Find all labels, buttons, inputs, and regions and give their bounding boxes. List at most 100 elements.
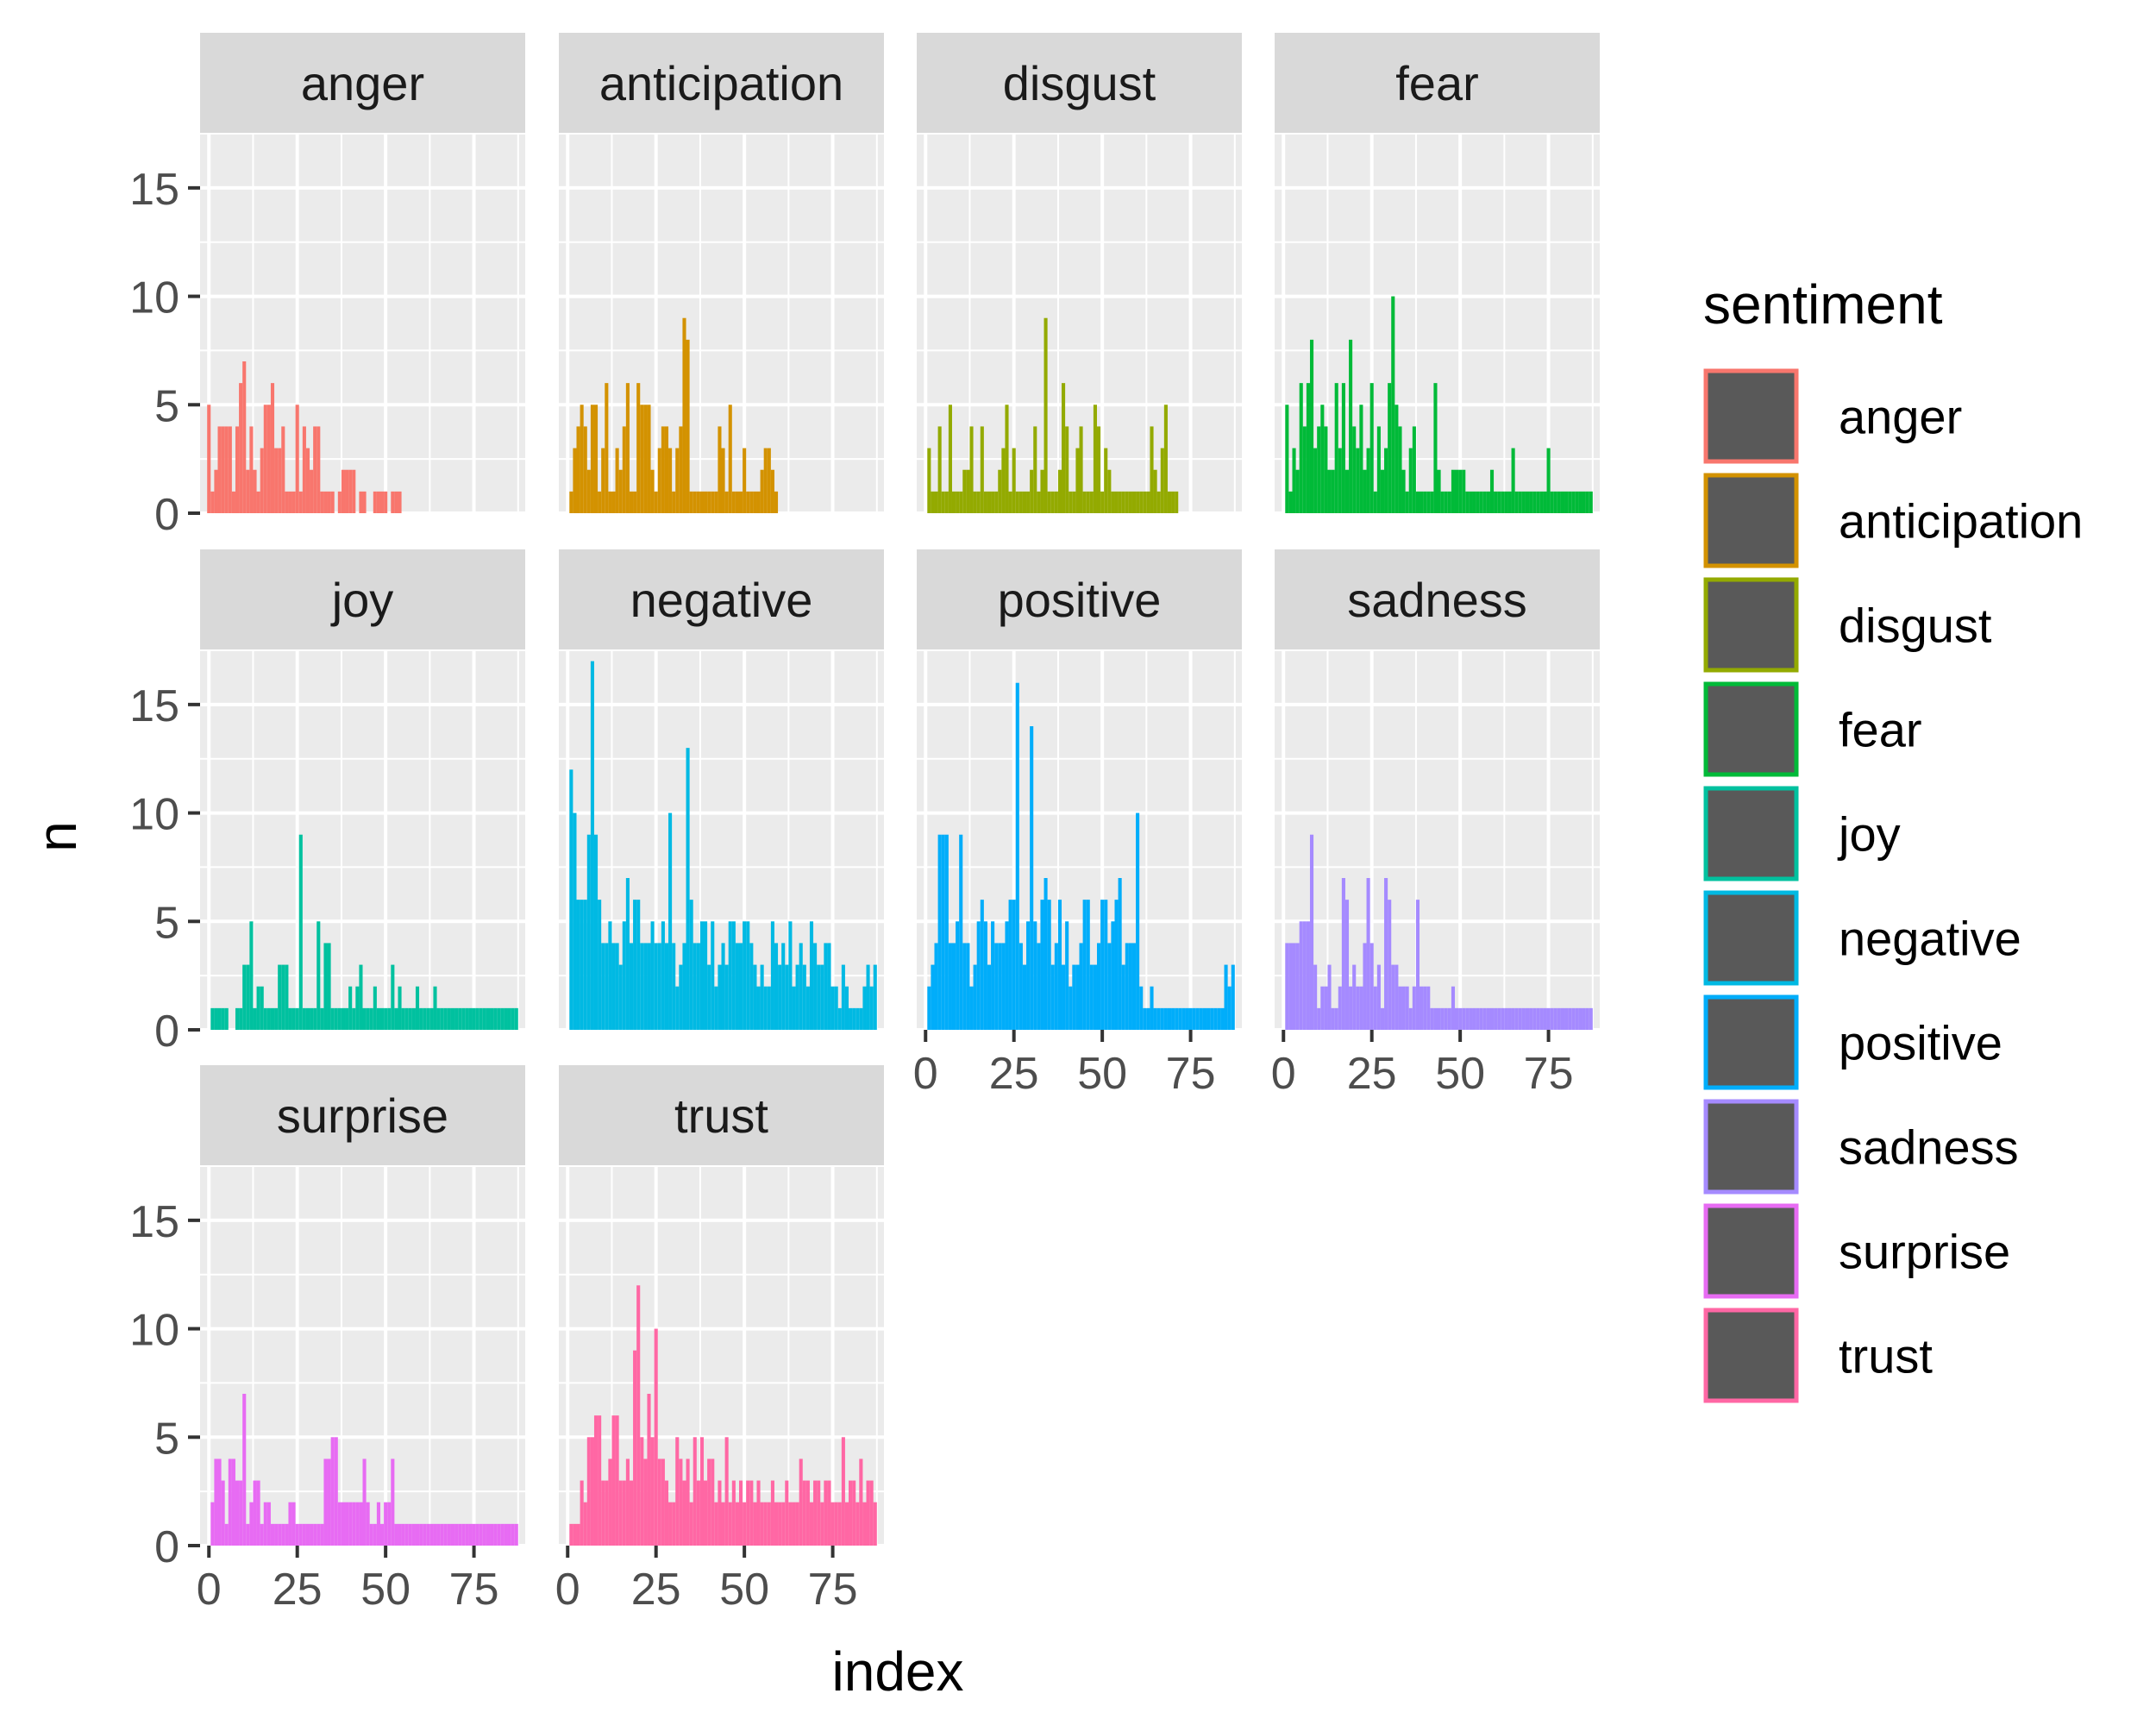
bar-positive [1231, 964, 1235, 1030]
bar-disgust [976, 491, 981, 513]
bar-positive [956, 921, 960, 1030]
bar-negative [608, 921, 612, 1030]
bar-positive [1044, 878, 1048, 1030]
strip-label-sadness: sadness [1347, 573, 1527, 627]
bar-anticipation [573, 448, 577, 513]
bar-trust [611, 1415, 616, 1546]
bar-negative [675, 986, 680, 1030]
bar-positive [1062, 964, 1066, 1030]
bar-disgust [1001, 448, 1006, 513]
bar-positive [1118, 878, 1122, 1030]
bar-fear [1320, 405, 1325, 513]
bar-negative [795, 964, 799, 1030]
bar-fear [1299, 383, 1303, 513]
x-tick-label: 50 [719, 1565, 769, 1615]
bar-sadness [1447, 1007, 1451, 1030]
bar-fear [1444, 491, 1448, 513]
bar-trust [844, 1502, 849, 1546]
bar-trust [760, 1502, 764, 1546]
bar-sadness [1309, 834, 1314, 1030]
bar-joy [433, 986, 437, 1030]
bar-fear [1458, 469, 1463, 513]
bar-disgust [1150, 426, 1154, 513]
bar-surprise [493, 1523, 498, 1546]
bar-surprise [224, 1523, 229, 1546]
bar-sadness [1395, 964, 1399, 1030]
bar-sadness [1465, 1007, 1470, 1030]
bar-trust [640, 1437, 644, 1546]
bar-sadness [1539, 1007, 1544, 1030]
bar-joy [249, 921, 254, 1030]
bar-negative [735, 943, 739, 1030]
bar-surprise [228, 1458, 232, 1546]
legend-label-joy: joy [1837, 807, 1901, 862]
bar-sadness [1420, 986, 1424, 1030]
bar-negative [686, 748, 690, 1030]
bar-negative [834, 986, 838, 1030]
bar-anger [291, 491, 296, 513]
bar-surprise [337, 1502, 342, 1546]
bar-trust [724, 1437, 729, 1546]
bar-fear [1511, 448, 1515, 513]
bar-disgust [1072, 491, 1076, 513]
bar-anticipation [615, 448, 619, 513]
bar-anger [305, 448, 310, 513]
bar-surprise [514, 1523, 518, 1546]
bar-fear [1440, 491, 1445, 513]
bar-joy [323, 943, 328, 1030]
bar-sadness [1550, 1007, 1554, 1030]
bar-negative [605, 943, 609, 1030]
bar-sadness [1338, 986, 1342, 1030]
bar-surprise [415, 1523, 420, 1546]
bar-sadness [1469, 1007, 1473, 1030]
bar-disgust [934, 491, 938, 513]
bar-negative [770, 921, 774, 1030]
bar-sadness [1380, 1007, 1385, 1030]
bar-joy [224, 1007, 229, 1030]
bar-anticipation [636, 383, 641, 513]
bar-joy [260, 986, 264, 1030]
bar-anger [373, 491, 377, 513]
bar-positive [1150, 986, 1154, 1030]
bar-anger [263, 405, 267, 513]
bar-surprise [214, 1458, 218, 1546]
bar-sadness [1388, 900, 1392, 1030]
bar-joy [369, 1007, 373, 1030]
bar-surprise [320, 1523, 324, 1546]
bar-joy [278, 964, 282, 1030]
bar-disgust [1012, 448, 1016, 513]
bar-surprise [298, 1523, 303, 1546]
bar-surprise [504, 1523, 508, 1546]
bar-anger [224, 426, 229, 513]
bar-sadness [1532, 1007, 1537, 1030]
bar-fear [1536, 491, 1540, 513]
bar-anticipation [735, 491, 739, 513]
bar-surprise [291, 1502, 296, 1546]
bar-fear [1518, 491, 1522, 513]
bar-surprise [235, 1480, 240, 1546]
bar-positive [1146, 1007, 1150, 1030]
legend-key-surprise [1703, 1203, 1799, 1299]
bar-disgust [983, 491, 987, 513]
bar-anticipation [696, 491, 700, 513]
bar-fear [1317, 426, 1321, 513]
bar-trust [601, 1480, 605, 1546]
bar-positive [937, 834, 942, 1030]
bar-anticipation [650, 469, 655, 513]
bar-joy [310, 1007, 314, 1030]
y-tick-label: 15 [129, 1197, 179, 1247]
bar-fear [1476, 491, 1480, 513]
bar-trust [721, 1502, 725, 1546]
bar-surprise [210, 1502, 215, 1546]
bar-negative [849, 1007, 853, 1030]
bar-fear [1295, 469, 1300, 513]
bar-surprise [394, 1523, 398, 1546]
bar-negative [788, 921, 793, 1030]
bar-disgust [1026, 491, 1031, 513]
bar-anger [285, 491, 289, 513]
bar-surprise [260, 1523, 264, 1546]
legend-label-anticipation: anticipation [1839, 494, 2083, 549]
bar-fear [1539, 491, 1544, 513]
bar-fear [1395, 405, 1399, 513]
bar-anticipation [576, 426, 580, 513]
